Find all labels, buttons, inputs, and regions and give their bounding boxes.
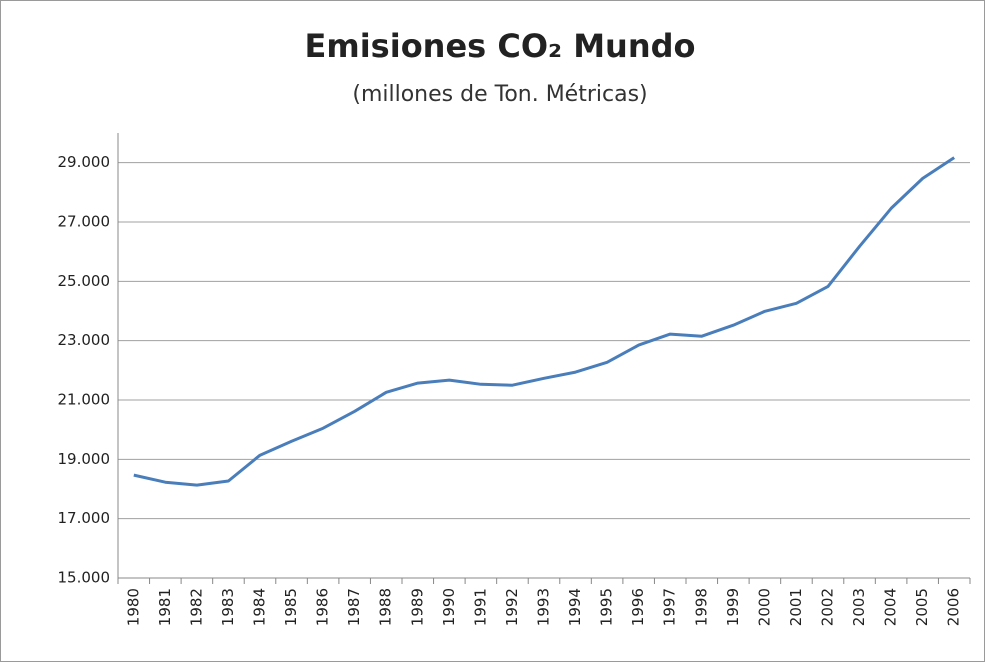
x-tick-label: 2002: [819, 588, 837, 626]
x-tick-label: 2001: [787, 588, 805, 626]
x-tick-label: 1987: [345, 588, 363, 626]
x-tick-label: 2000: [755, 588, 773, 626]
x-tick-label: 1983: [219, 588, 237, 626]
x-tick-label: 2004: [882, 588, 900, 626]
y-tick-label: 19.000: [58, 450, 111, 468]
x-tick-label: 1991: [471, 588, 489, 626]
y-tick-label: 27.000: [58, 213, 111, 231]
x-tick-label: 1985: [282, 588, 300, 626]
y-tick-label: 29.000: [58, 153, 111, 171]
y-tick-label: 15.000: [58, 569, 111, 587]
x-tick-label: 1986: [314, 588, 332, 626]
x-tick-label: 1994: [566, 588, 584, 626]
x-tick-label: 2003: [850, 588, 868, 626]
x-tick-label: 1999: [724, 588, 742, 626]
chart-title: Emisiones CO₂ Mundo: [305, 27, 696, 65]
x-tick-label: 1993: [535, 588, 553, 626]
x-tick-label: 2006: [945, 588, 963, 626]
x-tick-label: 2005: [913, 588, 931, 626]
x-tick-label: 1997: [661, 588, 679, 626]
data-line: [133, 156, 956, 487]
y-tick-label: 23.000: [58, 331, 111, 349]
y-tick-label: 25.000: [58, 272, 111, 290]
chart-subtitle: (millones de Ton. Métricas): [352, 82, 647, 107]
x-tick-label: 1980: [124, 588, 142, 626]
x-tick-label: 1990: [440, 588, 458, 626]
x-tick-label: 1989: [408, 588, 426, 626]
y-tick-label: 21.000: [58, 391, 111, 409]
x-tick-label: 1998: [692, 588, 710, 626]
y-tick-label: 17.000: [58, 509, 111, 527]
x-tick-label: 1982: [187, 588, 205, 626]
x-tick-label: 1984: [251, 588, 269, 626]
x-tick-label: 1992: [503, 588, 521, 626]
x-tick-label: 1996: [629, 588, 647, 626]
x-tick-label: 1981: [156, 588, 174, 626]
x-tick-label: 1988: [377, 588, 395, 626]
x-tick-label: 1995: [598, 588, 616, 626]
